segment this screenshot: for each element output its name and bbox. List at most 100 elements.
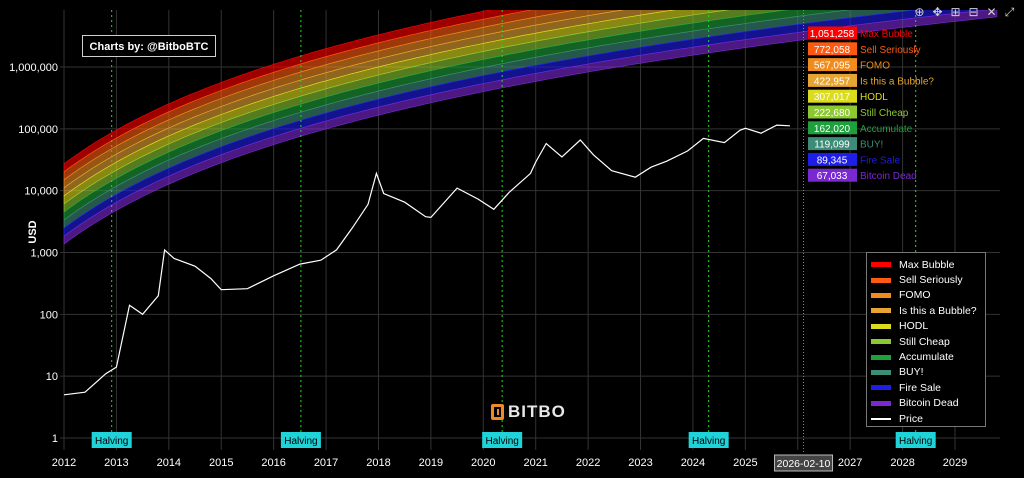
cursor-date-box	[774, 454, 834, 472]
halving-label: Halving	[485, 436, 518, 447]
pan-icon[interactable]: ✥	[932, 5, 943, 19]
zoom-out-icon[interactable]: ⊟	[968, 5, 979, 19]
band-value: 89,345	[817, 155, 848, 166]
x-tick-label: 2024	[681, 457, 705, 469]
halving-badge	[688, 432, 729, 448]
band-value: 567,095	[814, 61, 851, 72]
legend-swatch	[871, 339, 891, 345]
x-tick-label: 2020	[471, 457, 495, 469]
x-tick-label: 2013	[104, 457, 128, 469]
band-name-label: Is this a Bubble?	[860, 76, 934, 87]
x-tick-label: 2022	[576, 457, 600, 469]
y-tick-label: 100	[40, 309, 58, 321]
band-value-box	[808, 73, 857, 87]
legend-label: Fire Sale	[899, 381, 942, 394]
legend-swatch	[871, 417, 891, 420]
legend-item[interactable]: Bitcoin Dead	[871, 396, 985, 411]
band-value-labels: 1,051,258 Max Bubble 772,058 Sell Seriously…	[808, 26, 934, 182]
legend-item[interactable]: Still Cheap	[871, 334, 985, 349]
legend-swatch	[871, 385, 891, 391]
legend-item[interactable]: BUY!	[871, 365, 985, 380]
band-value: 119,099	[814, 140, 850, 151]
reset-axes-icon[interactable]: ✕	[986, 5, 997, 19]
legend-item[interactable]: Is this a Bubble?	[871, 303, 985, 318]
x-tick-label: 2029	[943, 457, 967, 469]
bitbo-logo: BITBO	[491, 402, 566, 422]
band-name-label: Fire Sale	[860, 155, 900, 166]
band-name-label: Bitcoin Dead	[860, 171, 917, 182]
legend-swatch	[871, 323, 891, 329]
band-value: 772,058	[814, 45, 851, 56]
legend-item[interactable]: Fire Sale	[871, 380, 985, 395]
band-value-box	[808, 58, 857, 72]
band-name-label: Sell Seriously	[860, 45, 921, 56]
x-tick-label: 2021	[523, 457, 547, 469]
band-value: 67,033	[817, 171, 848, 182]
x-tick-label: 2017	[314, 457, 338, 469]
cursor-date: 2026-02-10	[777, 458, 831, 470]
x-tick-label: 2012	[52, 457, 76, 469]
y-tick-label: 1	[52, 433, 58, 445]
y-tick-label: 1,000	[30, 248, 58, 260]
band-9	[63, 10, 998, 245]
y-tick-label: 10,000	[24, 186, 58, 198]
legend-item[interactable]: Sell Seriously	[871, 272, 985, 287]
legend-item[interactable]: Max Bubble	[871, 257, 985, 272]
fullscreen-icon[interactable]: ⤢	[1004, 5, 1015, 19]
legend-swatch	[871, 354, 891, 360]
axes: 1 10 100 1,000 10,000 100,000 1,000,000 2012 201…	[9, 10, 967, 472]
band-name-label: BUY!	[860, 140, 883, 151]
chart-legend: Max Bubble Sell Seriously FOMO Is this a Bu…	[866, 252, 986, 427]
legend-label: Still Cheap	[899, 335, 950, 348]
halving-badge	[280, 432, 321, 448]
legend-label: BUY!	[899, 366, 924, 379]
band-value: 162,020	[814, 124, 851, 135]
zoom-in-icon[interactable]: ⊞	[950, 5, 961, 19]
y-tick-label: 10	[46, 371, 58, 383]
x-tick-label: 2016	[261, 457, 285, 469]
band-value-box	[808, 89, 857, 103]
bitbo-logo-icon	[491, 404, 504, 420]
chart-credit: Charts by: @BitboBTC	[82, 35, 216, 57]
legend-label: Bitcoin Dead	[899, 397, 959, 410]
zoom-icon[interactable]: ⊕	[914, 5, 925, 19]
band-name-label: HODL	[860, 92, 888, 103]
y-tick-label: 1,000,000	[9, 62, 58, 74]
band-value-box	[808, 152, 857, 166]
bitbo-logo-text: BITBO	[508, 402, 566, 421]
halving-label: Halving	[284, 436, 317, 447]
band-value: 1,051,258	[810, 29, 855, 40]
price-line	[63, 124, 790, 396]
legend-swatch	[871, 292, 891, 298]
band-value-box	[808, 121, 857, 135]
legend-label: Accumulate	[899, 351, 954, 364]
band-name-label: Still Cheap	[860, 108, 909, 119]
x-tick-label: 2014	[157, 457, 181, 469]
legend-swatch	[871, 262, 891, 268]
band-value-box	[808, 42, 857, 56]
band-name-label: Max Bubble	[860, 29, 913, 40]
legend-item[interactable]: FOMO	[871, 288, 985, 303]
halving-badge	[895, 432, 936, 448]
legend-label: Is this a Bubble?	[899, 304, 977, 317]
legend-item[interactable]: HODL	[871, 319, 985, 334]
band-name-label: Accumulate	[860, 124, 913, 135]
y-tick-label: 100,000	[18, 124, 58, 136]
legend-item[interactable]: Accumulate	[871, 349, 985, 364]
x-tick-label: 2018	[366, 457, 390, 469]
band-value-box	[808, 105, 857, 119]
legend-label: Price	[899, 412, 923, 425]
chart-toolbar: ⊕ ✥ ⊞ ⊟ ✕ ⤢	[913, 6, 1016, 19]
x-tick-label: 2019	[419, 457, 443, 469]
legend-item[interactable]: Price	[871, 411, 985, 426]
band-value-box	[808, 137, 857, 151]
legend-swatch	[871, 400, 891, 406]
x-tick-label: 2025	[733, 457, 757, 469]
legend-swatch	[871, 369, 891, 375]
x-tick-label: 2027	[838, 457, 862, 469]
rainbow-bands	[63, 10, 998, 245]
band-value-box	[808, 168, 857, 182]
legend-swatch	[871, 308, 891, 314]
band-value: 222,680	[814, 108, 851, 119]
